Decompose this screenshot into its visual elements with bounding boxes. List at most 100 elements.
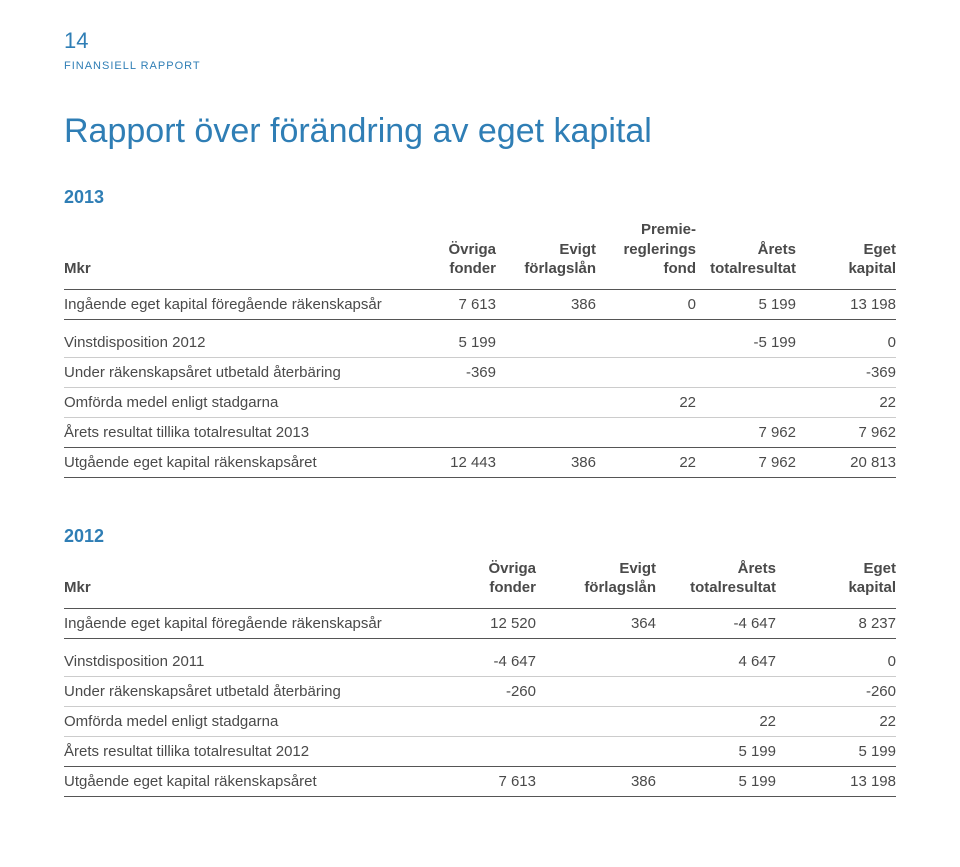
cell: [416, 736, 536, 766]
cell: -260: [776, 676, 896, 706]
cell: 5 199: [656, 736, 776, 766]
th-ovriga-fonder: Övrigafonder: [396, 214, 496, 289]
table-row: Omförda medel enligt stadgarna2222: [64, 706, 896, 736]
cell: -4 647: [416, 647, 536, 677]
cell: [536, 647, 656, 677]
cell: 22: [596, 387, 696, 417]
cell: 7 613: [396, 289, 496, 319]
th-evigt-forlagslan: Evigtförlagslån: [536, 553, 656, 609]
table-row: Utgående eget kapital räkenskapsåret12 4…: [64, 447, 896, 477]
cell: 0: [796, 328, 896, 358]
cell: 7 962: [696, 417, 796, 447]
cell: 386: [536, 766, 656, 796]
row-label: Vinstdisposition 2011: [64, 647, 416, 677]
cell: 0: [596, 289, 696, 319]
cell: 12 443: [396, 447, 496, 477]
row-label: Utgående eget kapital räkenskapsåret: [64, 766, 416, 796]
cell: -4 647: [656, 608, 776, 638]
cell: [396, 319, 496, 328]
cell: 5 199: [776, 736, 896, 766]
cell: [396, 387, 496, 417]
cell: [496, 387, 596, 417]
year-2013-label: 2013: [64, 187, 896, 208]
cell: [596, 357, 696, 387]
table-row: Ingående eget kapital föregående räkensk…: [64, 289, 896, 319]
cell: 22: [656, 706, 776, 736]
th-arets-totalresultat: Åretstotalresultat: [696, 214, 796, 289]
cell: [656, 638, 776, 647]
table-row: [64, 319, 896, 328]
page-title: Rapport över förändring av eget kapital: [64, 112, 896, 151]
table-row: Under räkenskapsåret utbetald återbäring…: [64, 357, 896, 387]
cell: -369: [796, 357, 896, 387]
cell: [596, 319, 696, 328]
year-2012-label: 2012: [64, 526, 896, 547]
cell: 4 647: [656, 647, 776, 677]
cell: [536, 676, 656, 706]
cell: 13 198: [796, 289, 896, 319]
cell: [496, 328, 596, 358]
table-row: Under räkenskapsåret utbetald återbäring…: [64, 676, 896, 706]
table-row: Årets resultat tillika totalresultat 201…: [64, 417, 896, 447]
row-label: Omförda medel enligt stadgarna: [64, 706, 416, 736]
cell: 22: [796, 387, 896, 417]
table-row: Årets resultat tillika totalresultat 201…: [64, 736, 896, 766]
row-label: Utgående eget kapital räkenskapsåret: [64, 447, 396, 477]
cell: 5 199: [656, 766, 776, 796]
cell: 386: [496, 447, 596, 477]
th-mkr: Mkr: [64, 553, 416, 609]
cell: 20 813: [796, 447, 896, 477]
cell: 12 520: [416, 608, 536, 638]
tbody-2012: Ingående eget kapital föregående räkensk…: [64, 608, 896, 796]
cell: [696, 387, 796, 417]
row-label: Omförda medel enligt stadgarna: [64, 387, 396, 417]
cell: 8 237: [776, 608, 896, 638]
th-mkr: Mkr: [64, 214, 396, 289]
cell: 7 962: [796, 417, 896, 447]
cell: 22: [596, 447, 696, 477]
cell: [536, 638, 656, 647]
cell: [496, 319, 596, 328]
th-arets-totalresultat: Åretstotalresultat: [656, 553, 776, 609]
cell: 386: [496, 289, 596, 319]
page-number: 14: [64, 28, 896, 54]
row-label: [64, 638, 416, 647]
cell: 5 199: [696, 289, 796, 319]
cell: [536, 736, 656, 766]
row-label: [64, 319, 396, 328]
cell: 364: [536, 608, 656, 638]
cell: [596, 417, 696, 447]
row-label: Ingående eget kapital föregående räkensk…: [64, 289, 396, 319]
row-label: Under räkenskapsåret utbetald återbäring: [64, 676, 416, 706]
cell: -369: [396, 357, 496, 387]
table-row: Vinstdisposition 20125 199 -5 1990: [64, 328, 896, 358]
tbody-2013: Ingående eget kapital föregående räkensk…: [64, 289, 896, 477]
row-label: Ingående eget kapital föregående räkensk…: [64, 608, 416, 638]
cell: 5 199: [396, 328, 496, 358]
cell: [416, 638, 536, 647]
cell: [416, 706, 536, 736]
th-evigt-forlagslan: Evigtförlagslån: [496, 214, 596, 289]
cell: 0: [776, 647, 896, 677]
table-row: [64, 638, 896, 647]
cell: -260: [416, 676, 536, 706]
row-label: Årets resultat tillika totalresultat 201…: [64, 736, 416, 766]
cell: [596, 328, 696, 358]
cell: 7 613: [416, 766, 536, 796]
row-label: Under räkenskapsåret utbetald återbäring: [64, 357, 396, 387]
table-2012: Mkr Övrigafonder Evigtförlagslån Åretsto…: [64, 553, 896, 797]
cell: [536, 706, 656, 736]
th-ovriga-fonder: Övrigafonder: [416, 553, 536, 609]
row-label: Vinstdisposition 2012: [64, 328, 396, 358]
cell: [656, 676, 776, 706]
cell: -5 199: [696, 328, 796, 358]
th-eget-kapital: Egetkapital: [776, 553, 896, 609]
table-row: Vinstdisposition 2011-4 647 4 6470: [64, 647, 896, 677]
cell: [696, 319, 796, 328]
table-2013: Mkr Övrigafonder Evigtförlagslån Premie-…: [64, 214, 896, 478]
section-label: FINANSIELL RAPPORT: [64, 60, 896, 72]
row-label: Årets resultat tillika totalresultat 201…: [64, 417, 396, 447]
cell: [696, 357, 796, 387]
th-premiereglerings-fond: Premie-regleringsfond: [596, 214, 696, 289]
cell: [776, 638, 896, 647]
